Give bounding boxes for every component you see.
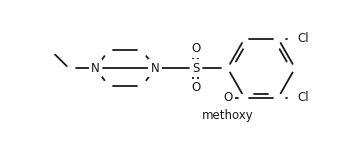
Text: O: O	[191, 81, 201, 94]
Text: methoxy: methoxy	[202, 109, 253, 122]
Text: N: N	[91, 62, 100, 75]
Text: Cl: Cl	[297, 91, 309, 104]
Text: N: N	[151, 62, 160, 75]
Text: S: S	[192, 62, 199, 75]
Text: Cl: Cl	[297, 32, 309, 45]
Text: O: O	[191, 42, 201, 55]
Text: O: O	[223, 91, 232, 104]
